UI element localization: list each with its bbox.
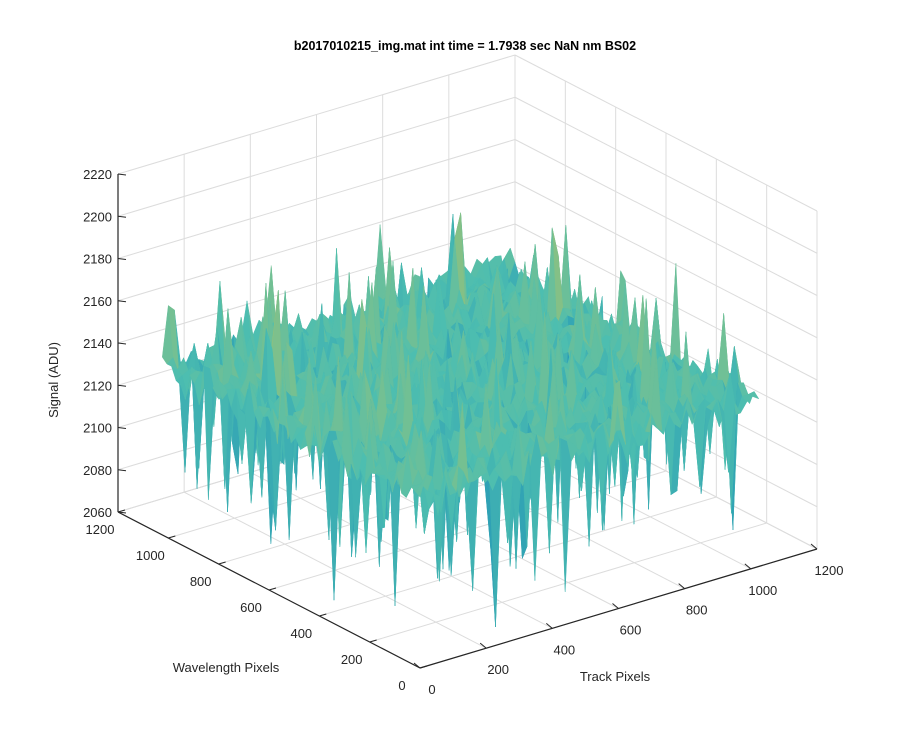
grid-line [117, 96, 516, 217]
z-tick [117, 215, 127, 218]
x-axis-label: Track Pixels [580, 669, 651, 684]
z-tick [117, 469, 127, 472]
z-tick-label: 2120 [83, 378, 112, 393]
z-tick [117, 300, 127, 303]
y-tick [419, 665, 428, 669]
z-tick-label: 2160 [83, 294, 112, 309]
x-tick [546, 622, 553, 629]
surface-cell [415, 474, 427, 498]
grid-line [117, 54, 516, 175]
x-tick [744, 563, 752, 570]
y-axis-label: Wavelength Pixels [173, 660, 280, 675]
x-tick-label: 200 [487, 662, 509, 677]
y-tick [268, 587, 277, 591]
y-tick [218, 561, 226, 565]
grid-line [117, 223, 516, 344]
x-tick-label: 1000 [748, 583, 777, 598]
x-tick-label: 1200 [815, 563, 844, 578]
grid-line [319, 496, 717, 617]
axes-front: 0 200 400 600 800 1000 1200 0 200 400 600 800 1000 12… [83, 167, 843, 697]
x-tick [612, 603, 619, 609]
chart-title: b2017010215_img.mat int time = 1.7938 se… [294, 39, 636, 53]
z-tick [117, 173, 127, 176]
surface-mesh [162, 212, 760, 627]
z-tick [117, 511, 127, 514]
surface-cell [669, 263, 681, 366]
x-tick [413, 662, 421, 669]
x-tick-label: 800 [686, 603, 708, 618]
y-tick [369, 639, 377, 643]
z-tick-label: 2140 [83, 336, 112, 351]
y-tick [168, 535, 176, 539]
grid-line [369, 522, 767, 643]
grid-line [514, 54, 818, 212]
y-tick-label: 1000 [136, 548, 165, 563]
x-tick [678, 583, 685, 590]
x-tick-label: 400 [553, 642, 575, 657]
y-tick [319, 613, 327, 617]
z-tick-label: 2180 [83, 252, 112, 267]
y-tick-label: 800 [190, 574, 212, 589]
grid-line [117, 139, 516, 259]
y-tick-label: 200 [341, 652, 363, 667]
x-tick [810, 543, 818, 550]
z-tick-label: 2200 [83, 209, 112, 224]
x-tick-label: 600 [620, 623, 642, 638]
grid-line [514, 96, 818, 254]
y-tick-label: 600 [240, 600, 262, 615]
z-tick-label: 2060 [83, 505, 112, 520]
grid-line [514, 139, 818, 296]
z-tick-label: 2100 [83, 421, 112, 436]
z-tick-label: 2220 [83, 167, 112, 182]
z-tick [117, 342, 127, 345]
y-tick-label: 0 [398, 678, 405, 693]
z-tick [117, 427, 127, 429]
z-axis-label: Signal (ADU) [46, 342, 61, 418]
z-tick [117, 384, 127, 387]
y-tick-label: 400 [290, 626, 312, 641]
x-tick-label: 0 [428, 682, 435, 697]
grid-line [514, 181, 818, 339]
z-tick-label: 2080 [83, 463, 112, 478]
y-tick-label: 1200 [86, 522, 115, 537]
x-tick [479, 642, 487, 649]
grid-line [117, 181, 516, 302]
z-tick [117, 258, 127, 260]
